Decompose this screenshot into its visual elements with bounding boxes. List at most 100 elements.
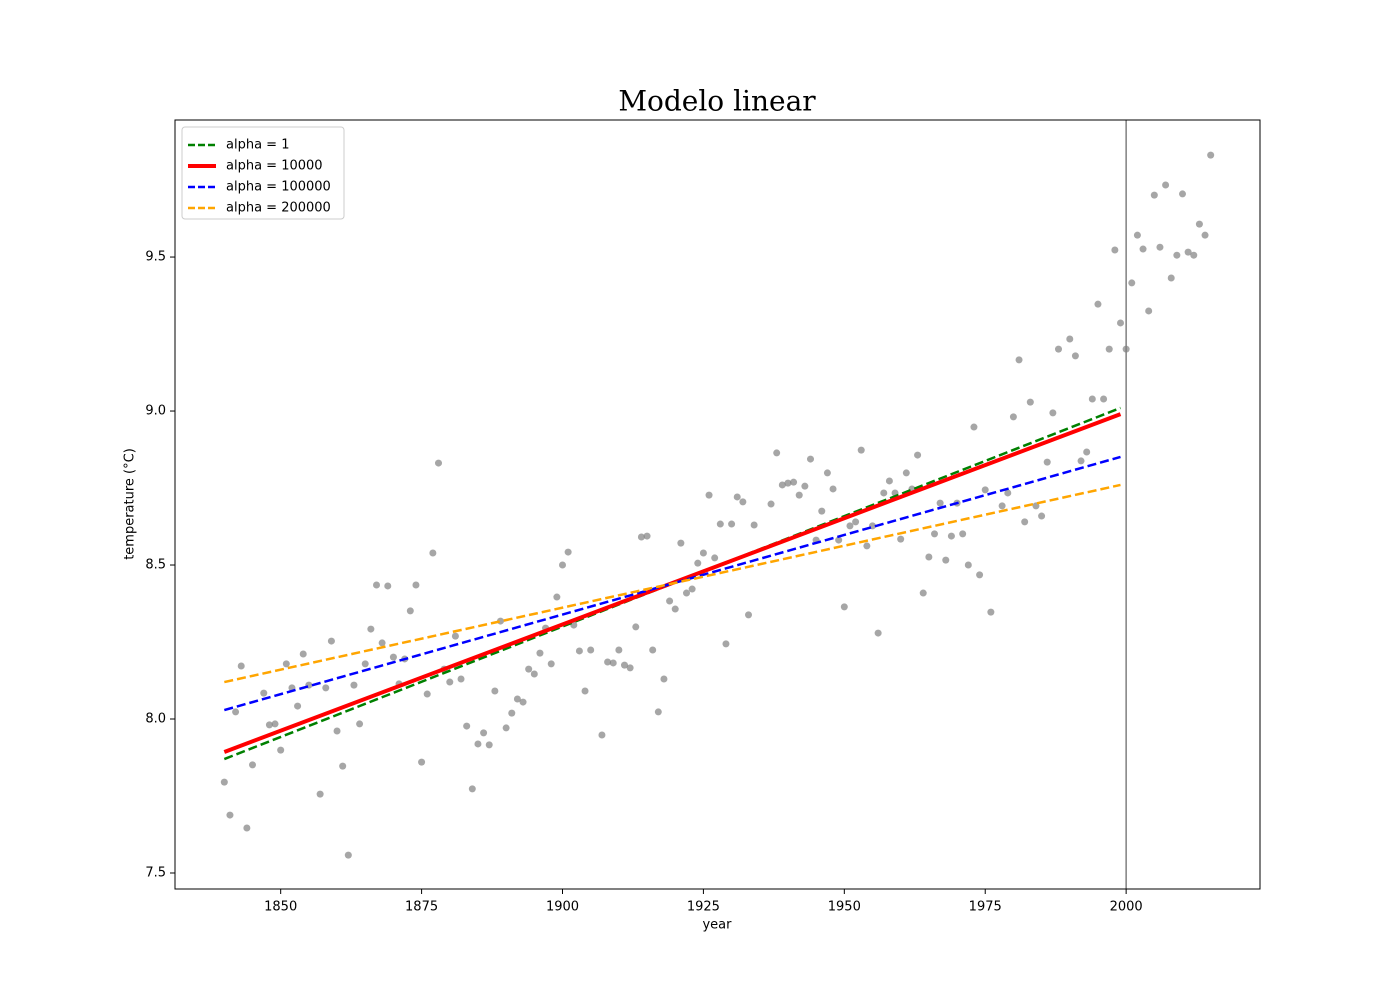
data-point: [564, 548, 572, 556]
data-point: [1162, 181, 1170, 189]
data-point: [728, 520, 736, 528]
data-point: [947, 532, 955, 540]
data-point: [660, 675, 668, 683]
data-point: [322, 684, 330, 692]
data-point: [463, 722, 471, 730]
x-tick-label: 1975: [969, 900, 1002, 915]
x-tick-label: 2000: [1110, 900, 1143, 915]
legend-label: alpha = 1: [226, 138, 289, 153]
data-point: [897, 535, 905, 543]
data-point: [1190, 251, 1198, 259]
data-point: [491, 687, 499, 695]
data-point: [626, 664, 634, 672]
data-point: [784, 479, 792, 487]
data-point: [356, 720, 364, 728]
data-point: [446, 678, 454, 686]
data-point: [1049, 409, 1057, 417]
data-point: [389, 653, 397, 661]
y-tick-label: 8.0: [145, 712, 166, 727]
data-point: [525, 665, 533, 673]
data-point: [226, 811, 234, 819]
data-point: [733, 493, 741, 501]
data-point: [914, 451, 922, 459]
data-point: [643, 532, 651, 540]
data-point: [361, 660, 369, 668]
data-point: [1004, 489, 1012, 497]
data-point: [666, 597, 674, 605]
data-point: [1026, 398, 1034, 406]
data-point: [265, 721, 273, 729]
data-point: [237, 662, 245, 670]
data-point: [885, 477, 893, 485]
data-point: [243, 824, 251, 832]
data-point: [621, 661, 628, 669]
data-point: [249, 761, 256, 769]
data-point: [1071, 352, 1079, 360]
data-point: [513, 695, 521, 703]
data-point: [649, 646, 657, 654]
data-point: [294, 702, 302, 710]
data-point: [1066, 335, 1074, 343]
data-point: [823, 469, 831, 477]
legend-label: alpha = 200000: [226, 201, 331, 216]
legend-label: alpha = 100000: [226, 180, 331, 195]
data-point: [575, 647, 583, 655]
data-point: [1167, 274, 1175, 282]
data-point: [959, 530, 967, 538]
data-point: [1021, 518, 1029, 526]
data-point: [508, 709, 516, 717]
data-point: [412, 581, 420, 589]
data-point: [598, 731, 606, 739]
data-point: [778, 481, 786, 489]
data-point: [654, 708, 662, 716]
data-point: [829, 485, 837, 493]
data-point: [964, 561, 972, 569]
data-point: [902, 469, 910, 477]
x-tick-label: 1875: [405, 900, 438, 915]
data-point: [671, 605, 679, 613]
data-point: [716, 520, 724, 528]
data-point: [767, 500, 775, 508]
data-point: [570, 621, 578, 629]
data-point: [1055, 345, 1062, 353]
x-axis-label: year: [702, 918, 732, 933]
data-point: [480, 729, 488, 737]
data-point: [925, 553, 933, 561]
data-point: [745, 611, 752, 619]
data-point: [1195, 220, 1203, 228]
data-point: [880, 489, 888, 497]
data-point: [559, 561, 566, 569]
data-point: [998, 502, 1006, 510]
y-tick-label: 9.5: [145, 250, 166, 265]
data-point: [1043, 458, 1051, 466]
data-point: [1088, 395, 1096, 403]
data-point: [1009, 413, 1017, 421]
data-point: [722, 640, 730, 648]
data-point: [581, 687, 589, 695]
data-point: [699, 549, 707, 557]
data-point: [1207, 151, 1215, 159]
data-point: [683, 589, 690, 597]
data-point: [976, 571, 984, 579]
data-point: [316, 790, 324, 798]
data-point: [1111, 246, 1119, 254]
data-point: [232, 708, 240, 716]
data-point: [1117, 319, 1124, 327]
data-point: [1184, 248, 1192, 256]
data-point: [1156, 243, 1164, 251]
data-point: [1201, 231, 1209, 239]
data-point: [333, 727, 341, 735]
data-point: [801, 482, 809, 490]
data-point: [818, 507, 826, 515]
x-tick-label: 1850: [264, 900, 297, 915]
data-point: [852, 518, 860, 526]
data-point: [547, 660, 555, 668]
data-point: [790, 478, 798, 486]
data-point: [587, 646, 595, 654]
y-tick-label: 7.5: [145, 865, 166, 880]
data-point: [1150, 191, 1158, 199]
data-point: [384, 582, 392, 590]
chart-title: Modelo linear: [618, 85, 816, 118]
data-point: [970, 423, 978, 431]
x-tick-label: 1925: [687, 900, 720, 915]
